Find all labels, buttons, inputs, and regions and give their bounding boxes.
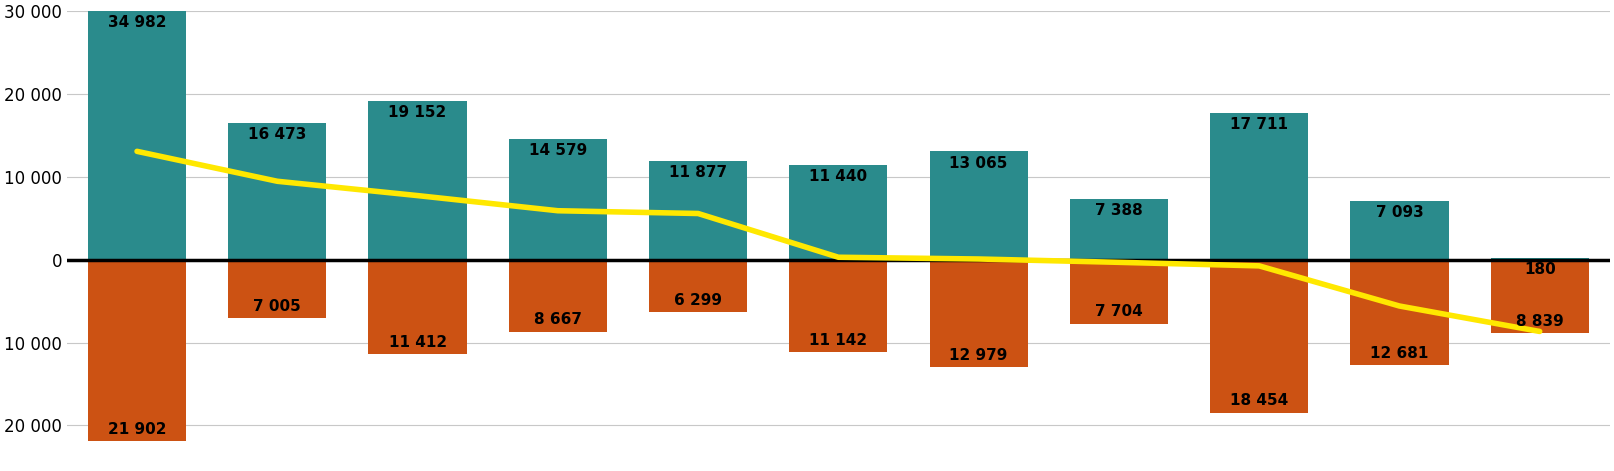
- Bar: [1210, 113, 1309, 260]
- Text: 16 473: 16 473: [249, 127, 307, 142]
- Bar: [789, 260, 888, 352]
- Text: 180: 180: [1524, 262, 1556, 277]
- Bar: [508, 139, 607, 260]
- Bar: [87, 260, 186, 441]
- Bar: [1070, 198, 1169, 260]
- Bar: [930, 152, 1028, 260]
- Bar: [1491, 260, 1588, 333]
- Text: 7 093: 7 093: [1375, 205, 1424, 220]
- Bar: [1210, 260, 1309, 413]
- Bar: [1351, 260, 1448, 365]
- Bar: [930, 260, 1028, 367]
- Bar: [368, 101, 466, 260]
- Text: 7 704: 7 704: [1094, 304, 1143, 319]
- Text: 19 152: 19 152: [389, 105, 447, 120]
- Text: 8 667: 8 667: [534, 312, 581, 327]
- Text: 8 839: 8 839: [1516, 314, 1564, 329]
- Bar: [508, 260, 607, 332]
- Bar: [649, 260, 747, 312]
- Bar: [1351, 201, 1448, 260]
- Text: 7 388: 7 388: [1094, 203, 1143, 218]
- Text: 11 412: 11 412: [389, 335, 447, 350]
- Text: 14 579: 14 579: [529, 143, 587, 158]
- Text: 12 681: 12 681: [1370, 346, 1428, 361]
- Text: 21 902: 21 902: [108, 422, 166, 437]
- Text: 17 711: 17 711: [1230, 117, 1288, 132]
- Bar: [1491, 258, 1588, 260]
- Bar: [649, 161, 747, 260]
- Text: 11 877: 11 877: [670, 165, 728, 180]
- Text: 6 299: 6 299: [675, 293, 721, 308]
- Text: 13 065: 13 065: [949, 155, 1007, 171]
- Bar: [228, 123, 326, 260]
- Bar: [368, 260, 466, 354]
- Bar: [1070, 260, 1169, 324]
- Text: 18 454: 18 454: [1230, 393, 1288, 408]
- Text: 11 142: 11 142: [809, 333, 867, 348]
- Text: 7 005: 7 005: [253, 299, 302, 314]
- Text: 11 440: 11 440: [809, 169, 867, 184]
- Bar: [789, 165, 888, 260]
- Bar: [228, 260, 326, 318]
- Text: 12 979: 12 979: [949, 348, 1007, 363]
- Text: 34 982: 34 982: [108, 16, 166, 30]
- Bar: [87, 0, 186, 260]
